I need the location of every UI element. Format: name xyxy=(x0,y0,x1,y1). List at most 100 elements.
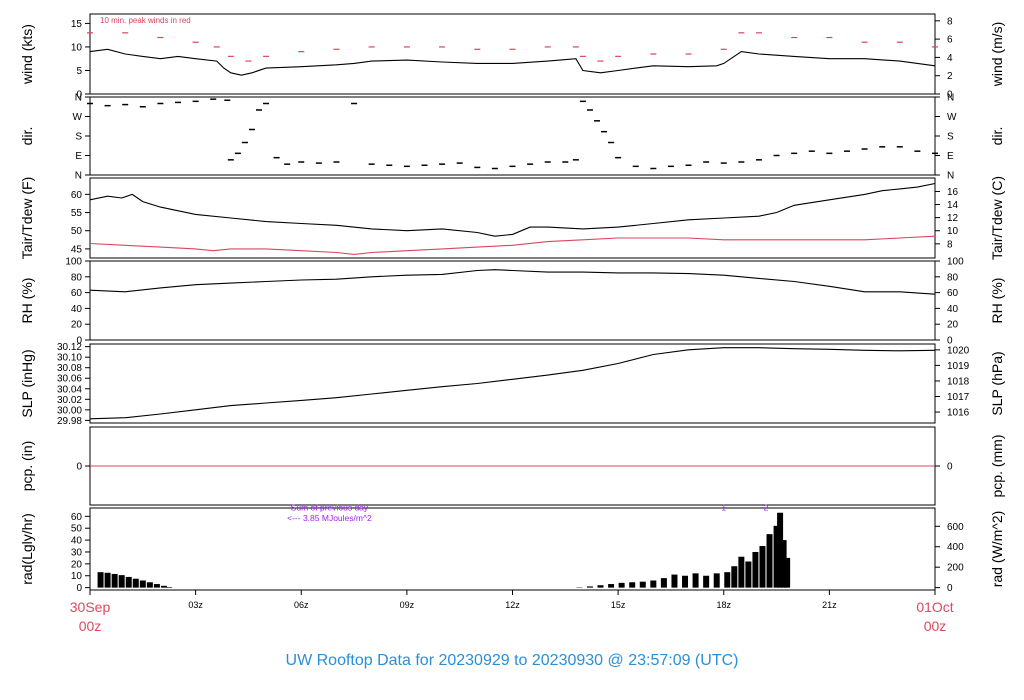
radiation-bar xyxy=(713,573,720,588)
y-tick-label-right: 80 xyxy=(947,272,959,283)
radiation-bar xyxy=(671,574,678,588)
y-axis-label-left: pcp. (in) xyxy=(19,441,35,492)
radiation-bar xyxy=(752,551,759,588)
y-tick-label-right: 0 xyxy=(947,90,953,101)
radiation-bar xyxy=(146,582,153,588)
radiation-bar xyxy=(125,576,132,588)
radiation-bar xyxy=(118,575,125,588)
y-axis-label-right: wind (m/s) xyxy=(989,22,1005,88)
radiation-bar xyxy=(773,525,780,588)
y-tick-label-right: N xyxy=(947,171,954,182)
y-tick-label-left: S xyxy=(75,132,82,143)
y-tick-label-left: N xyxy=(75,171,82,182)
series-line xyxy=(89,269,936,295)
y-axis-label-right: rad (W/m^2) xyxy=(989,511,1005,588)
radiation-bar xyxy=(660,578,667,588)
y-axis-label-right: RH (%) xyxy=(989,278,1005,324)
y-tick-label-right: 10 xyxy=(947,226,959,237)
y-tick-label-right: 16 xyxy=(947,187,959,198)
y-tick-label-left: 50 xyxy=(71,226,83,237)
radiation-bar xyxy=(132,578,139,588)
panel-annotation: 1 xyxy=(721,502,726,512)
y-axis-label-right: Tair/Tdew (C) xyxy=(989,176,1005,260)
panel-annotation: Sum of previous day xyxy=(291,502,369,512)
x-tick-label: 03z xyxy=(188,600,203,610)
y-tick-label-left: 10 xyxy=(71,571,83,582)
y-tick-label-left: 5 xyxy=(76,66,82,77)
series-line xyxy=(89,182,936,237)
y-tick-label-right: 2 xyxy=(947,71,953,82)
panel-annotation: 10 min. peak winds in red xyxy=(100,16,191,25)
y-tick-label-left: 30.02 xyxy=(57,395,82,406)
radiation-bar xyxy=(738,556,745,588)
y-tick-label-right: 20 xyxy=(947,320,959,331)
y-axis-label-left: SLP (inHg) xyxy=(19,349,35,417)
y-tick-label-left: 30.08 xyxy=(57,363,82,374)
radiation-bar xyxy=(586,586,593,588)
radiation-bar xyxy=(153,584,160,588)
radiation-bar xyxy=(745,561,752,588)
y-axis-label-left: wind (kts) xyxy=(19,24,35,85)
x-tick-label: 06z xyxy=(294,600,309,610)
y-tick-label-left: 0 xyxy=(76,583,82,594)
radiation-bar xyxy=(692,573,699,588)
y-tick-label-right: 1017 xyxy=(947,392,970,403)
y-axis-label-right: pcp. (mm) xyxy=(989,435,1005,498)
x-tick-label: 01Oct xyxy=(916,599,953,615)
panel-frame xyxy=(89,260,936,341)
y-tick-label-left: 100 xyxy=(65,257,82,268)
radiation-bar xyxy=(784,557,791,588)
y-tick-label-left: 55 xyxy=(71,208,83,219)
time-axis: 30Sep 00z 03z 06z 09z 12z 15z 18z 21z 01Oct 00z xyxy=(70,590,954,634)
y-tick-label-right: E xyxy=(947,151,954,162)
y-tick-label-right: 60 xyxy=(947,288,959,299)
radiation-bar xyxy=(639,581,646,588)
series-line xyxy=(89,48,936,76)
y-axis-label-left: Tair/Tdew (F) xyxy=(19,177,35,259)
panel-frame xyxy=(89,13,936,95)
y-tick-label-left: 0 xyxy=(76,462,82,473)
y-tick-label-left: 60 xyxy=(71,190,83,201)
radiation-bar xyxy=(608,584,615,588)
radiation-bar xyxy=(111,573,118,588)
radiation-bar xyxy=(777,512,784,588)
y-axis-label-left: dir. xyxy=(19,127,35,146)
y-tick-label-right: 1016 xyxy=(947,408,970,419)
y-axis-label-right: dir. xyxy=(989,127,1005,146)
radiation-bar xyxy=(703,575,710,588)
x-tick-label: 15z xyxy=(611,600,626,610)
radiation-bar xyxy=(650,580,657,588)
y-tick-label-left: 20 xyxy=(71,320,83,331)
y-tick-label-left: 45 xyxy=(71,244,83,255)
y-tick-label-left: 0 xyxy=(76,90,82,101)
panel-annotation: <--- 3.85 MJoules/m^2 xyxy=(287,513,372,523)
x-tick-label: 00z xyxy=(79,618,102,634)
y-axis-label-left: rad(Lgly/hr) xyxy=(19,513,35,585)
x-tick-label: 30Sep xyxy=(70,599,111,615)
radiation-bar xyxy=(97,572,104,588)
y-tick-label-right: 14 xyxy=(947,200,959,211)
y-tick-label-left: N xyxy=(75,93,82,104)
y-tick-label-left: 30.04 xyxy=(57,384,82,395)
y-tick-label-right: 1018 xyxy=(947,376,970,387)
series-line xyxy=(89,235,936,255)
y-tick-label-right: 0 xyxy=(947,462,953,473)
y-tick-label-right: W xyxy=(947,112,957,123)
y-tick-label-left: 0 xyxy=(76,336,82,347)
y-tick-label-right: 1019 xyxy=(947,361,970,372)
panel-slp: 29.9830.0030.0230.0430.0630.0830.1030.12… xyxy=(19,342,1005,427)
radiation-bar xyxy=(104,572,111,588)
y-tick-label-right: 6 xyxy=(947,35,953,46)
y-tick-label-left: 60 xyxy=(71,288,83,299)
radiation-bar xyxy=(618,582,625,588)
y-tick-label-left: 30.10 xyxy=(57,353,82,364)
y-tick-label-right: 8 xyxy=(947,239,953,250)
y-tick-label-right: N xyxy=(947,93,954,104)
y-tick-label-right: 8 xyxy=(947,16,953,27)
radiation-bar xyxy=(629,582,636,588)
panel-pcp: 0 0 pcp. (in) pcp. (mm) xyxy=(19,426,1005,506)
